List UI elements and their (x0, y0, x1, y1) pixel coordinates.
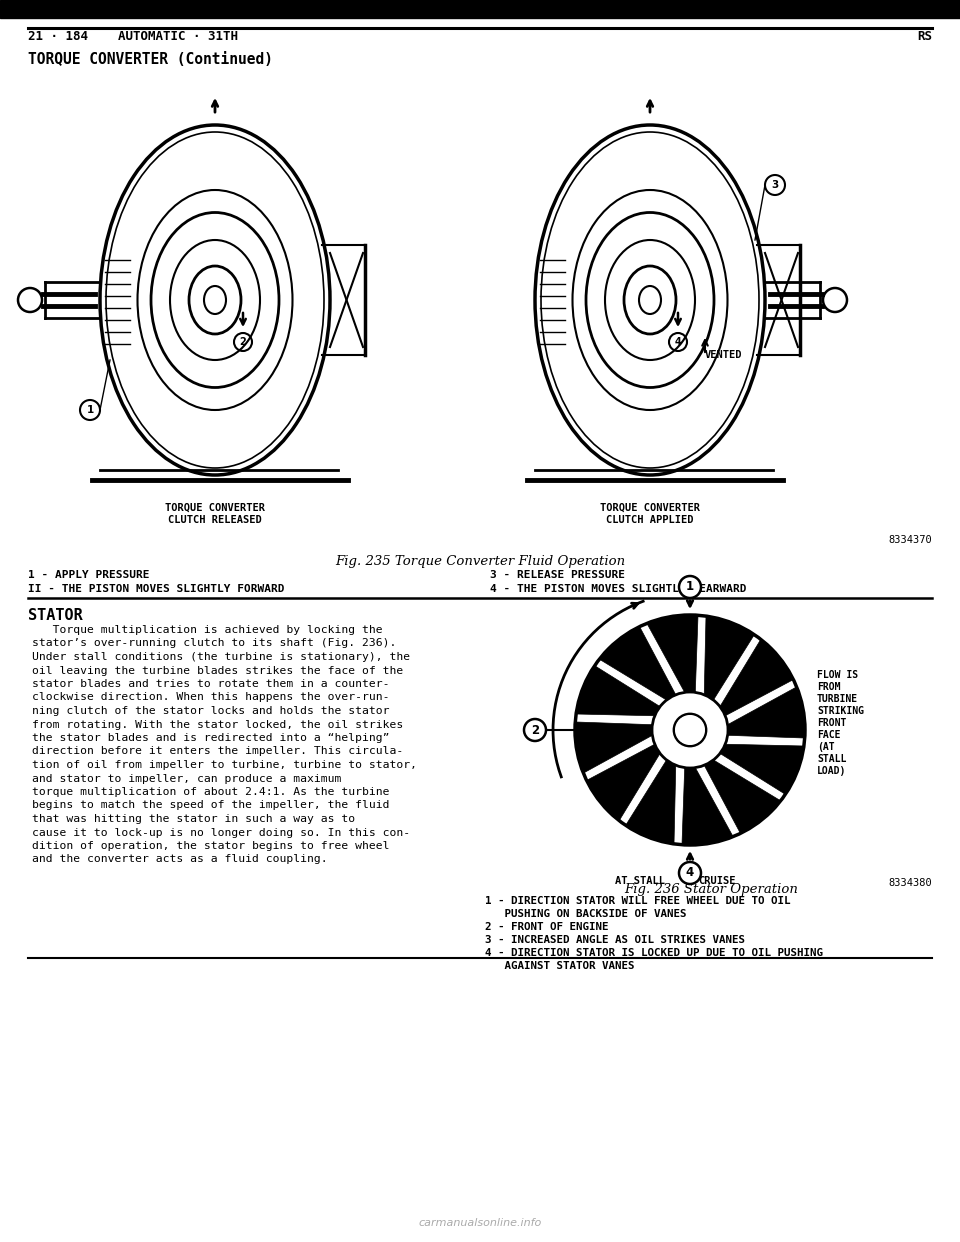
Polygon shape (705, 616, 755, 700)
Polygon shape (705, 760, 780, 833)
Text: AGAINST STATOR VANES: AGAINST STATOR VANES (485, 961, 635, 971)
Text: direction before it enters the impeller. This circula-: direction before it enters the impeller.… (32, 746, 403, 756)
Text: FLOW IS
FROM
TURBINE
STRIKING
FRONT
FACE
(AT
STALL
LOAD): FLOW IS FROM TURBINE STRIKING FRONT FACE… (817, 669, 864, 776)
Text: 3 - INCREASED ANGLE AS OIL STRIKES VANES: 3 - INCREASED ANGLE AS OIL STRIKES VANES (485, 935, 745, 945)
Text: stator’s over-running clutch to its shaft (Fig. 236).: stator’s over-running clutch to its shaf… (32, 638, 396, 648)
Text: and the converter acts as a fluid coupling.: and the converter acts as a fluid coupli… (32, 854, 327, 864)
Text: clockwise direction. When this happens the over-run-: clockwise direction. When this happens t… (32, 693, 390, 703)
Circle shape (679, 576, 701, 597)
Text: 1 - APPLY PRESSURE: 1 - APPLY PRESSURE (28, 570, 150, 580)
Polygon shape (720, 744, 804, 795)
Text: Torque multiplication is achieved by locking the: Torque multiplication is achieved by loc… (32, 625, 383, 635)
Text: Fig. 235 Torque Converter Fluid Operation: Fig. 235 Torque Converter Fluid Operatio… (335, 555, 625, 568)
Text: torque multiplication of about 2.4:1. As the turbine: torque multiplication of about 2.4:1. As… (32, 787, 390, 797)
Polygon shape (575, 722, 653, 773)
Circle shape (675, 715, 705, 745)
Text: 21 · 184    AUTOMATIC · 31TH: 21 · 184 AUTOMATIC · 31TH (28, 30, 238, 43)
Text: 2: 2 (240, 337, 247, 347)
Text: that was hitting the stator in such a way as to: that was hitting the stator in such a wa… (32, 814, 355, 823)
Text: and stator to impeller, can produce a maximum: and stator to impeller, can produce a ma… (32, 774, 342, 784)
Text: II - THE PISTON MOVES SLIGHTLY FORWARD: II - THE PISTON MOVES SLIGHTLY FORWARD (28, 584, 284, 594)
Text: the stator blades and is redirected into a “helping”: the stator blades and is redirected into… (32, 733, 390, 743)
Bar (0, 0, 960, 17)
Polygon shape (599, 627, 676, 700)
Text: 1: 1 (686, 580, 694, 594)
Text: 1: 1 (86, 405, 94, 415)
Polygon shape (647, 615, 698, 692)
Text: RS: RS (917, 30, 932, 43)
Polygon shape (720, 640, 793, 715)
Text: oil leaving the turbine blades strikes the face of the: oil leaving the turbine blades strikes t… (32, 666, 403, 676)
Text: stator blades and tries to rotate them in a counter-: stator blades and tries to rotate them i… (32, 679, 390, 689)
Text: 4: 4 (675, 337, 682, 347)
Text: from rotating. With the stator locked, the oil strikes: from rotating. With the stator locked, t… (32, 719, 403, 729)
Polygon shape (682, 768, 733, 845)
Text: carmanualsonline.info: carmanualsonline.info (419, 1218, 541, 1228)
Text: 2 - FRONT OF ENGINE: 2 - FRONT OF ENGINE (485, 922, 609, 932)
Circle shape (524, 719, 546, 741)
Text: dition of operation, the stator begins to free wheel: dition of operation, the stator begins t… (32, 841, 390, 851)
Text: cause it to lock-up is no longer doing so. In this con-: cause it to lock-up is no longer doing s… (32, 827, 410, 837)
Text: 4 - DIRECTION STATOR IS LOCKED UP DUE TO OIL PUSHING: 4 - DIRECTION STATOR IS LOCKED UP DUE TO… (485, 948, 823, 958)
Text: VENTED: VENTED (705, 350, 742, 360)
Text: TORQUE CONVERTER
CLUTCH APPLIED: TORQUE CONVERTER CLUTCH APPLIED (600, 503, 700, 524)
Text: STATOR: STATOR (28, 609, 83, 623)
Text: begins to match the speed of the impeller, the fluid: begins to match the speed of the impelle… (32, 801, 390, 811)
Circle shape (679, 862, 701, 884)
Text: tion of oil from impeller to turbine, turbine to stator,: tion of oil from impeller to turbine, tu… (32, 760, 417, 770)
Text: AT STALL: AT STALL (615, 876, 665, 886)
Text: PUSHING ON BACKSIDE OF VANES: PUSHING ON BACKSIDE OF VANES (485, 909, 686, 919)
Polygon shape (728, 687, 804, 738)
Text: TORQUE CONVERTER (Continued): TORQUE CONVERTER (Continued) (28, 52, 273, 67)
Text: ning clutch of the stator locks and holds the stator: ning clutch of the stator locks and hold… (32, 705, 390, 715)
Polygon shape (587, 744, 660, 821)
Text: Fig. 236 Stator Operation: Fig. 236 Stator Operation (624, 883, 798, 895)
Polygon shape (576, 666, 660, 715)
Text: 4 - THE PISTON MOVES SLIGHTLY REARWARD: 4 - THE PISTON MOVES SLIGHTLY REARWARD (490, 584, 747, 594)
Text: 4: 4 (685, 867, 694, 879)
Text: 3: 3 (772, 180, 779, 190)
Polygon shape (626, 760, 676, 843)
Text: 2: 2 (531, 724, 540, 737)
Text: 1 - DIRECTION STATOR WILL FREE WHEEL DUE TO OIL: 1 - DIRECTION STATOR WILL FREE WHEEL DUE… (485, 895, 790, 905)
Text: 3 - RELEASE PRESSURE: 3 - RELEASE PRESSURE (490, 570, 625, 580)
Text: 8334380: 8334380 (888, 878, 932, 888)
Text: Under stall conditions (the turbine is stationary), the: Under stall conditions (the turbine is s… (32, 652, 410, 662)
Text: CRUISE: CRUISE (698, 876, 735, 886)
Text: TORQUE CONVERTER
CLUTCH RELEASED: TORQUE CONVERTER CLUTCH RELEASED (165, 503, 265, 524)
Text: 8334370: 8334370 (888, 535, 932, 545)
